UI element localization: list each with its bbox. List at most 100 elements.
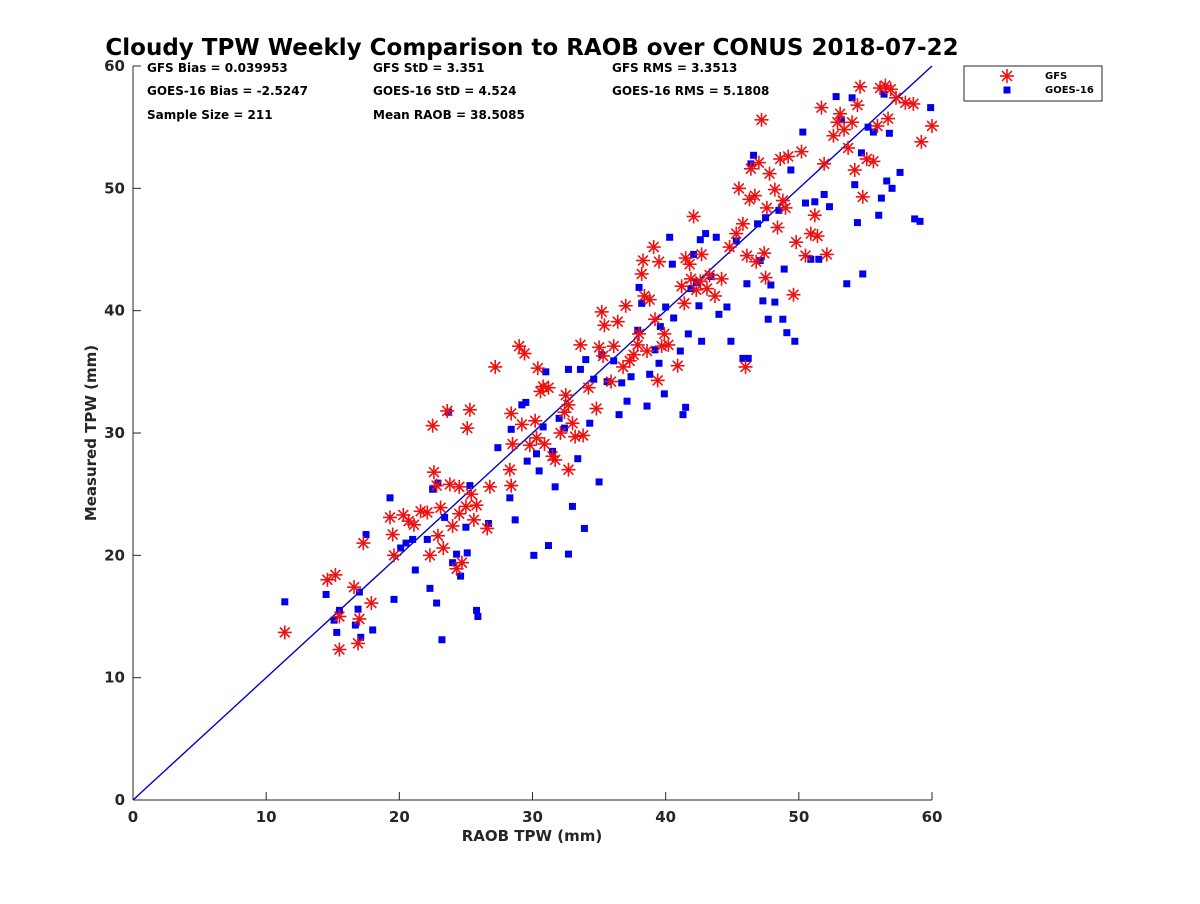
stat-goes16-std: GOES-16 StD = 4.524 xyxy=(373,84,516,98)
goes16-point xyxy=(535,467,543,475)
goes16-point xyxy=(532,450,540,458)
goes16-point xyxy=(402,539,410,547)
gfs-point xyxy=(677,296,692,311)
gfs-point xyxy=(855,189,870,204)
gfs-point xyxy=(557,405,572,420)
gfs-point xyxy=(604,374,619,389)
gfs-point xyxy=(807,208,822,223)
x-tick-label: 10 xyxy=(256,808,277,826)
y-tick-label: 60 xyxy=(104,57,125,75)
gfs-point xyxy=(642,292,657,307)
goes16-point xyxy=(927,104,935,112)
goes16-point xyxy=(670,314,678,322)
gfs-point xyxy=(925,118,939,133)
gfs-point xyxy=(906,96,921,111)
gfs-point xyxy=(458,499,473,514)
goes16-point xyxy=(462,523,470,531)
goes16-point xyxy=(843,280,851,288)
gfs-point xyxy=(517,346,532,361)
gfs-point xyxy=(786,287,801,302)
goes16-point xyxy=(715,310,723,318)
goes16-point xyxy=(322,590,330,598)
gfs-point xyxy=(841,140,856,155)
goes16-point xyxy=(582,356,590,364)
goes16-point xyxy=(853,219,861,227)
gfs-point xyxy=(739,248,754,263)
goes16-point xyxy=(696,236,704,244)
gfs-point xyxy=(320,572,335,587)
goes16-point xyxy=(355,588,363,596)
goes16-point xyxy=(564,550,572,558)
gfs-point xyxy=(889,90,904,105)
gfs-point xyxy=(480,521,495,536)
gfs-point xyxy=(396,507,411,522)
gfs-point xyxy=(553,426,568,440)
gfs-point xyxy=(594,304,609,319)
gfs-point xyxy=(460,421,475,436)
goes16-point xyxy=(687,285,695,293)
goes16-point xyxy=(762,214,770,222)
gfs-point xyxy=(528,413,543,428)
gfs-point xyxy=(561,462,576,477)
gfs-point xyxy=(429,478,444,493)
goes16-point xyxy=(522,398,530,406)
gfs-point xyxy=(722,240,737,255)
gfs-point xyxy=(646,240,661,255)
gfs-point xyxy=(714,271,729,286)
gfs-point xyxy=(452,479,467,494)
gfs-point xyxy=(837,122,852,137)
goes16-point xyxy=(690,250,698,258)
gfs-point xyxy=(530,361,545,376)
legend-marker-gfs-symbol xyxy=(1000,69,1014,83)
gfs-point xyxy=(757,246,772,261)
goes16-point xyxy=(330,616,338,624)
goes16-point xyxy=(837,116,845,124)
goes16-point xyxy=(767,281,775,289)
gfs-point xyxy=(833,106,848,121)
goes16-point xyxy=(668,260,676,268)
gfs-point xyxy=(425,418,440,433)
goes16-point xyxy=(523,457,531,465)
legend-box xyxy=(963,65,1103,102)
x-axis-label: RAOB TPW (mm) xyxy=(462,827,603,845)
gfs-point xyxy=(826,128,841,143)
goes16-point xyxy=(551,483,559,491)
goes16-point xyxy=(411,566,419,574)
goes16-point xyxy=(676,347,684,355)
goes16-point xyxy=(888,184,896,192)
gfs-point xyxy=(754,112,769,127)
goes16-point xyxy=(634,326,642,334)
gfs-point xyxy=(731,181,746,196)
gfs-point xyxy=(686,209,701,224)
gfs-point xyxy=(364,596,379,611)
gfs-point xyxy=(597,318,612,333)
goes16-point xyxy=(759,297,767,305)
gfs-point xyxy=(914,134,929,149)
gfs-point xyxy=(433,500,448,515)
legend-label-goes16: GOES-16 xyxy=(1045,85,1094,96)
goes16-point xyxy=(750,151,758,159)
legend-marker-gfs xyxy=(1000,69,1014,83)
goes16-point xyxy=(485,520,493,528)
goes16-point xyxy=(885,129,893,137)
gfs-point xyxy=(548,452,563,467)
gfs-point xyxy=(385,527,400,542)
gfs-point xyxy=(707,288,722,303)
goes16-point xyxy=(466,482,474,490)
goes16-point xyxy=(651,346,659,354)
goes16-point xyxy=(281,598,289,606)
gfs-point xyxy=(436,540,451,555)
gfs-point xyxy=(630,337,645,352)
goes16-point xyxy=(507,425,515,433)
legend-label-gfs: GFS xyxy=(1045,71,1067,82)
gfs-point xyxy=(606,339,621,354)
gfs-point xyxy=(328,567,343,582)
gfs-point xyxy=(650,373,665,388)
gfs-point xyxy=(845,115,860,130)
gfs-point xyxy=(505,437,520,452)
gfs-point xyxy=(682,257,697,272)
goes16-point xyxy=(580,524,588,532)
gfs-point xyxy=(881,111,896,126)
